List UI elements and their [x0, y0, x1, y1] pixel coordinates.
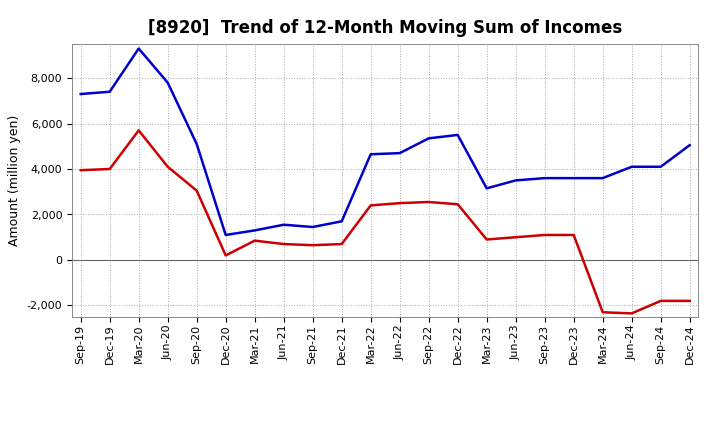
Ordinary Income: [454, 132, 462, 138]
Net Income: [338, 242, 346, 247]
Net Income: [279, 242, 288, 247]
Ordinary Income: [598, 176, 607, 181]
Ordinary Income: [366, 152, 375, 157]
Ordinary Income: [105, 89, 114, 94]
Net Income: [424, 199, 433, 205]
Net Income: [511, 235, 520, 240]
Ordinary Income: [511, 178, 520, 183]
Line: Net Income: Net Income: [81, 130, 690, 313]
Ordinary Income: [482, 186, 491, 191]
Ordinary Income: [251, 228, 259, 233]
Legend: Ordinary Income, Net Income: Ordinary Income, Net Income: [248, 438, 523, 440]
Net Income: [657, 298, 665, 304]
Net Income: [570, 232, 578, 238]
Ordinary Income: [657, 164, 665, 169]
Ordinary Income: [135, 46, 143, 51]
Ordinary Income: [395, 150, 404, 156]
Net Income: [627, 311, 636, 316]
Ordinary Income: [163, 80, 172, 85]
Line: Ordinary Income: Ordinary Income: [81, 48, 690, 235]
Net Income: [395, 201, 404, 206]
Net Income: [76, 168, 85, 173]
Net Income: [685, 298, 694, 304]
Ordinary Income: [338, 219, 346, 224]
Net Income: [221, 253, 230, 258]
Net Income: [541, 232, 549, 238]
Net Income: [163, 164, 172, 169]
Ordinary Income: [685, 143, 694, 148]
Net Income: [454, 202, 462, 207]
Ordinary Income: [192, 141, 201, 147]
Net Income: [366, 203, 375, 208]
Ordinary Income: [279, 222, 288, 227]
Net Income: [308, 242, 317, 248]
Net Income: [192, 188, 201, 193]
Y-axis label: Amount (million yen): Amount (million yen): [8, 115, 21, 246]
Ordinary Income: [424, 136, 433, 141]
Title: [8920]  Trend of 12-Month Moving Sum of Incomes: [8920] Trend of 12-Month Moving Sum of I…: [148, 19, 622, 37]
Ordinary Income: [76, 92, 85, 97]
Ordinary Income: [627, 164, 636, 169]
Ordinary Income: [221, 232, 230, 238]
Ordinary Income: [308, 224, 317, 230]
Ordinary Income: [541, 176, 549, 181]
Net Income: [598, 310, 607, 315]
Net Income: [105, 166, 114, 172]
Net Income: [135, 128, 143, 133]
Net Income: [251, 238, 259, 243]
Ordinary Income: [570, 176, 578, 181]
Net Income: [482, 237, 491, 242]
